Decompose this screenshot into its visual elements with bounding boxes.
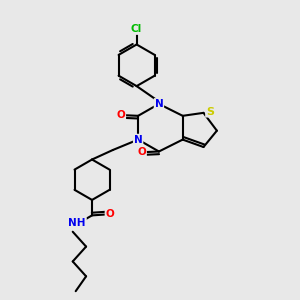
- Text: O: O: [137, 147, 146, 157]
- Text: N: N: [134, 135, 142, 145]
- Text: N: N: [154, 99, 163, 109]
- Text: O: O: [106, 209, 114, 220]
- Text: Cl: Cl: [131, 24, 142, 34]
- Text: NH: NH: [68, 218, 86, 228]
- Text: S: S: [206, 107, 214, 117]
- Text: O: O: [116, 110, 125, 120]
